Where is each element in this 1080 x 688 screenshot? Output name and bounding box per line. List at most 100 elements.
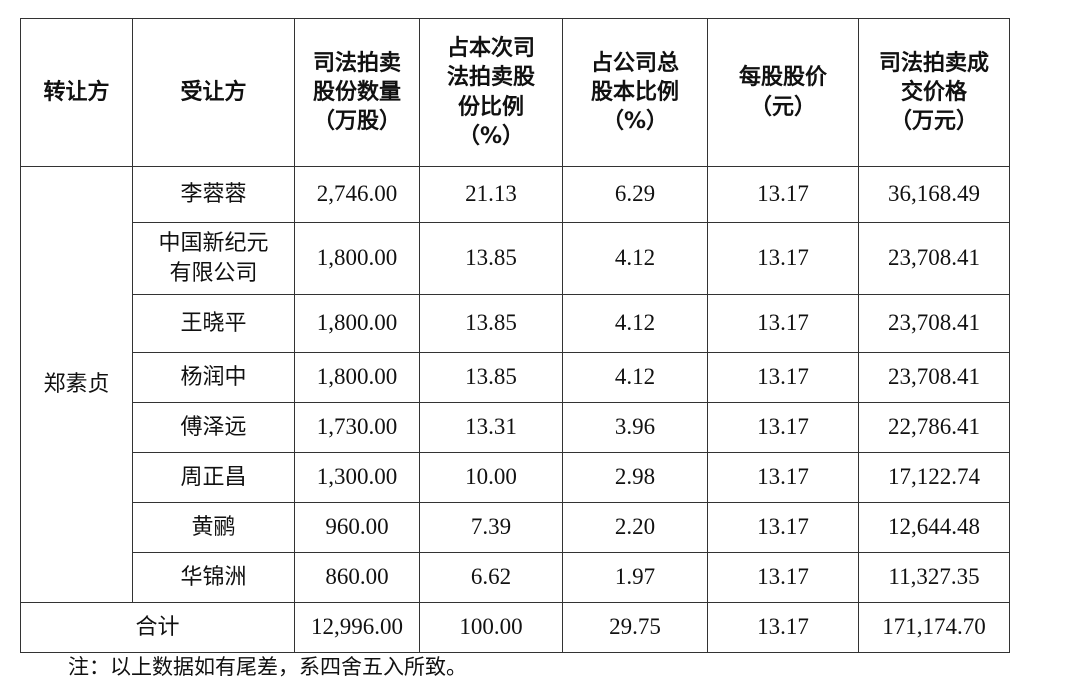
transferee-line: 王晓平 — [180, 310, 247, 336]
shares-cell: 1,730.00 — [294, 402, 420, 453]
header-line: （%） — [601, 109, 669, 135]
total-label: 合计 — [20, 602, 295, 653]
transferee-line: 有限公司 — [169, 260, 258, 286]
total-amount: 171,174.70 — [858, 602, 1010, 653]
header-cell: 每股股价 （元） — [707, 18, 859, 167]
table-row: 王晓平 1,800.00 13.85 4.12 13.17 23,708.41 — [21, 294, 1010, 353]
header-line: 转让方 — [43, 79, 110, 105]
transferee-cell: 中国新纪元 有限公司 — [132, 222, 295, 295]
header-cell: 司法拍卖成交价格 （万元） — [858, 18, 1010, 167]
shares-cell: 1,800.00 — [294, 294, 420, 353]
amount-cell: 22,786.41 — [858, 402, 1010, 453]
transferee-line: 杨润中 — [180, 364, 247, 390]
transferee-cell: 华锦洲 — [132, 552, 295, 603]
total-pct-auction: 100.00 — [419, 602, 563, 653]
header-line: （万股） — [312, 109, 401, 135]
table-row: 郑素贞 李蓉蓉 2,746.00 21.13 6.29 13.17 36,168.49 — [20, 166, 1010, 603]
transferee-cell: 杨润中 — [132, 352, 295, 403]
amount-cell: 11,327.35 — [858, 552, 1010, 603]
pct-total-cell: 2.20 — [562, 502, 708, 553]
amount-cell: 17,122.74 — [858, 452, 1010, 503]
price-cell: 13.17 — [707, 222, 859, 295]
price-cell: 13.17 — [707, 552, 859, 603]
transferee-line: 李蓉蓉 — [180, 181, 247, 207]
pct-auction-cell: 13.31 — [419, 402, 563, 453]
price-cell: 13.17 — [707, 294, 859, 353]
amount-cell: 23,708.41 — [858, 294, 1010, 353]
auction-share-table: 转让方 受让方 司法拍卖股份数量 （万股） 占本次司法拍卖股份比例 （%） 占公司总… — [20, 18, 1010, 653]
header-line: 份比例 — [457, 94, 524, 120]
transferee-cell: 王晓平 — [132, 294, 295, 353]
shares-cell: 960.00 — [294, 502, 420, 553]
transferee-line: 黄鹂 — [191, 514, 236, 540]
amount-cell: 23,708.41 — [858, 352, 1010, 403]
total-row: 合计 12,996.00 100.00 29.75 13.17 171,174.… — [20, 602, 1010, 653]
price-cell: 13.17 — [707, 402, 859, 453]
pct-auction-cell: 13.85 — [419, 294, 563, 353]
pct-auction-cell: 13.85 — [419, 222, 563, 295]
table-row: 傅泽远 1,730.00 13.31 3.96 13.17 22,786.41 — [21, 402, 1010, 453]
header-line: 每股股价 — [738, 65, 827, 91]
transferor-cell: 郑素贞 — [20, 166, 133, 603]
header-cell: 转让方 — [20, 18, 133, 167]
shares-cell: 1,800.00 — [294, 222, 420, 295]
header-line: 司法拍卖成 — [878, 50, 989, 76]
shares-cell: 1,300.00 — [294, 452, 420, 503]
pct-total-cell: 6.29 — [562, 166, 708, 223]
header-cell: 占公司总股本比例 （%） — [562, 18, 708, 167]
header-line: 占公司总 — [590, 50, 679, 76]
transferee-line: 周正昌 — [180, 464, 247, 490]
header-line: 股份数量 — [312, 79, 401, 105]
pct-auction-cell: 21.13 — [419, 166, 563, 223]
header-line: 司法拍卖 — [312, 50, 401, 76]
pct-auction-cell: 7.39 — [419, 502, 563, 553]
price-cell: 13.17 — [707, 452, 859, 503]
pct-auction-cell: 13.85 — [419, 352, 563, 403]
header-line: （元） — [749, 94, 816, 120]
pct-auction-cell: 10.00 — [419, 452, 563, 503]
pct-total-cell: 4.12 — [562, 294, 708, 353]
table-row: 周正昌 1,300.00 10.00 2.98 13.17 17,122.74 — [21, 452, 1010, 503]
transferee-line: 华锦洲 — [180, 564, 247, 590]
pct-total-cell: 3.96 — [562, 402, 708, 453]
amount-cell: 23,708.41 — [858, 222, 1010, 295]
price-cell: 13.17 — [707, 166, 859, 223]
header-line: 占本次司 — [446, 36, 535, 62]
header-line: （万元） — [889, 109, 978, 135]
transferee-line: 中国新纪元 — [158, 231, 269, 257]
header-row: 转让方 受让方 司法拍卖股份数量 （万股） 占本次司法拍卖股份比例 （%） 占公司总… — [20, 18, 1010, 167]
table-body: 郑素贞 李蓉蓉 2,746.00 21.13 6.29 13.17 36,168.49 中国新… — [20, 166, 1010, 603]
transferee-cell: 黄鹂 — [132, 502, 295, 553]
table-row: 中国新纪元 有限公司 1,800.00 13.85 4.12 13.17 23,708.41 — [21, 222, 1010, 295]
pct-auction-cell: 6.62 — [419, 552, 563, 603]
table-row: 杨润中 1,800.00 13.85 4.12 13.17 23,708.41 — [21, 352, 1010, 403]
amount-cell: 12,644.48 — [858, 502, 1010, 553]
transferee-line: 傅泽远 — [180, 414, 247, 440]
price-cell: 13.17 — [707, 502, 859, 553]
shares-cell: 860.00 — [294, 552, 420, 603]
pct-total-cell: 1.97 — [562, 552, 708, 603]
pct-total-cell: 4.12 — [562, 352, 708, 403]
header-line: 受让方 — [180, 79, 247, 105]
table-row: 华锦洲 860.00 6.62 1.97 13.17 11,327.35 — [21, 552, 1010, 603]
transferee-cell: 周正昌 — [132, 452, 295, 503]
amount-cell: 36,168.49 — [858, 166, 1010, 223]
price-cell: 13.17 — [707, 352, 859, 403]
total-shares: 12,996.00 — [294, 602, 420, 653]
transferee-cell: 李蓉蓉 — [132, 166, 295, 223]
total-pct-total: 29.75 — [562, 602, 708, 653]
header-line: 股本比例 — [590, 79, 679, 105]
pct-total-cell: 4.12 — [562, 222, 708, 295]
pct-total-cell: 2.98 — [562, 452, 708, 503]
total-price: 13.17 — [707, 602, 859, 653]
header-cell: 受让方 — [132, 18, 295, 167]
header-line: （%） — [457, 123, 525, 149]
shares-cell: 2,746.00 — [294, 166, 420, 223]
header-line: 法拍卖股 — [446, 65, 535, 91]
shares-cell: 1,800.00 — [294, 352, 420, 403]
table-row: 黄鹂 960.00 7.39 2.20 13.17 12,644.48 — [21, 502, 1010, 553]
footnote: 注：以上数据如有尾差，系四舍五入所致。 — [68, 655, 467, 679]
header-cell: 占本次司法拍卖股份比例 （%） — [419, 18, 563, 167]
header-cell: 司法拍卖股份数量 （万股） — [294, 18, 420, 167]
header-line: 交价格 — [900, 79, 967, 105]
